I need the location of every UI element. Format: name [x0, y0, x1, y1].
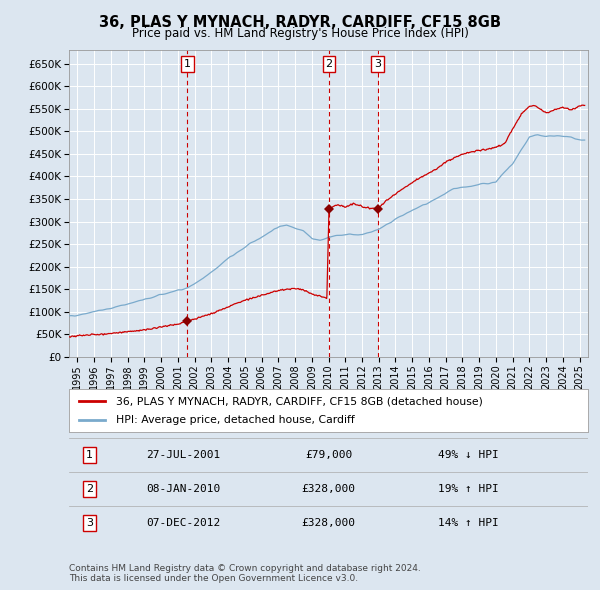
Text: 3: 3 — [374, 59, 381, 69]
Text: 2: 2 — [86, 484, 94, 494]
Text: £79,000: £79,000 — [305, 450, 352, 460]
Text: 27-JUL-2001: 27-JUL-2001 — [146, 450, 220, 460]
Text: Price paid vs. HM Land Registry's House Price Index (HPI): Price paid vs. HM Land Registry's House … — [131, 27, 469, 40]
Text: Contains HM Land Registry data © Crown copyright and database right 2024.
This d: Contains HM Land Registry data © Crown c… — [69, 563, 421, 583]
Text: 07-DEC-2012: 07-DEC-2012 — [146, 519, 220, 528]
Text: 19% ↑ HPI: 19% ↑ HPI — [438, 484, 499, 494]
Text: HPI: Average price, detached house, Cardiff: HPI: Average price, detached house, Card… — [116, 415, 355, 425]
Text: £328,000: £328,000 — [302, 484, 355, 494]
Text: 1: 1 — [184, 59, 191, 69]
Text: 08-JAN-2010: 08-JAN-2010 — [146, 484, 220, 494]
Text: £328,000: £328,000 — [302, 519, 355, 528]
Text: 3: 3 — [86, 519, 93, 528]
Text: 1: 1 — [86, 450, 93, 460]
Text: 49% ↓ HPI: 49% ↓ HPI — [438, 450, 499, 460]
Text: 36, PLAS Y MYNACH, RADYR, CARDIFF, CF15 8GB: 36, PLAS Y MYNACH, RADYR, CARDIFF, CF15 … — [99, 15, 501, 30]
Text: 2: 2 — [325, 59, 332, 69]
Text: 14% ↑ HPI: 14% ↑ HPI — [438, 519, 499, 528]
Text: 36, PLAS Y MYNACH, RADYR, CARDIFF, CF15 8GB (detached house): 36, PLAS Y MYNACH, RADYR, CARDIFF, CF15 … — [116, 396, 482, 407]
